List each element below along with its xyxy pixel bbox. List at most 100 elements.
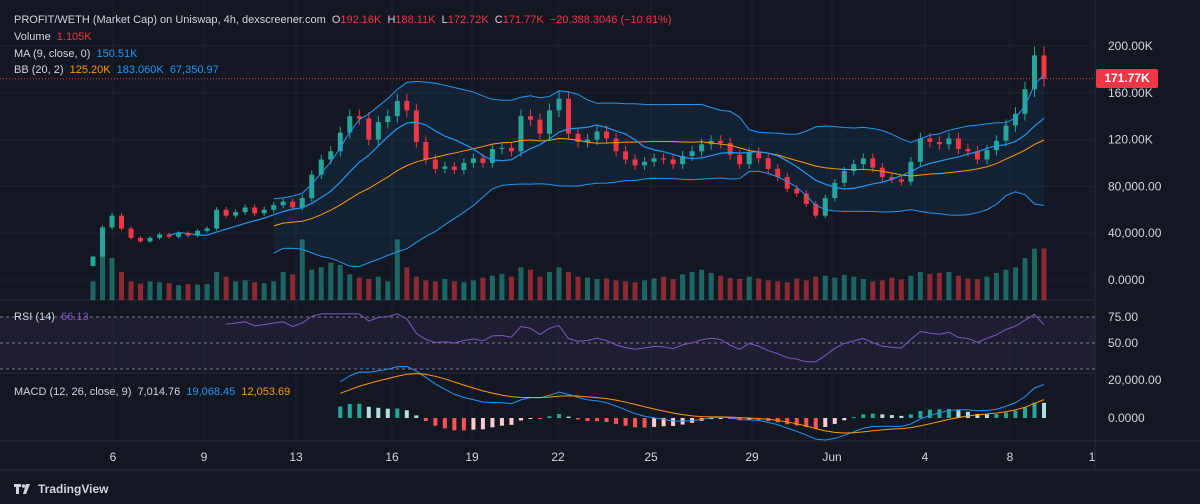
legend-l-label: L (441, 14, 448, 26)
volume-bar (889, 277, 895, 300)
candle-body (185, 233, 191, 236)
macd-histogram-bar (785, 418, 790, 425)
candle-body (575, 133, 581, 142)
macd-histogram-bar (357, 403, 362, 418)
candle-body (841, 171, 847, 183)
candle-body (461, 163, 467, 171)
macd-histogram-bar (566, 416, 571, 418)
volume-bar (784, 282, 790, 300)
macd-tick-label: 0.0000 (1108, 411, 1145, 425)
ma-label: MA (9, close, 0) (14, 48, 91, 60)
volume-bar (423, 280, 429, 300)
volume-bar (451, 281, 457, 300)
legend-rsi[interactable]: RSI (14) 66.13 (14, 310, 92, 324)
candle-body (451, 166, 457, 171)
volume-bar (271, 281, 277, 300)
macd-histogram-bar (946, 408, 951, 418)
candle-body (594, 131, 600, 140)
tradingview-footer[interactable]: TradingView (14, 482, 108, 496)
bb-upper-value: 183.060K (116, 64, 164, 76)
macd-histogram-bar (870, 413, 875, 418)
macd-histogram-bar (338, 406, 343, 418)
volume-bar (566, 272, 571, 300)
macd-histogram-bar (794, 418, 799, 426)
volume-bar (984, 276, 990, 300)
macd-histogram-bar (480, 418, 485, 430)
volume-value: 1.105K (56, 31, 92, 43)
macd-histogram-bar (994, 414, 999, 418)
macd-signal-line (340, 373, 1045, 434)
volume-bar (756, 278, 762, 300)
macd-histogram-bar (1003, 412, 1008, 418)
price-tick-label: 200.00K (1108, 39, 1153, 53)
candle-body (604, 131, 610, 139)
volume-bar (775, 281, 781, 300)
volume-bar (119, 272, 125, 300)
macd-histogram-bar (813, 418, 818, 429)
macd-histogram-bar (861, 414, 866, 418)
candle-body (775, 168, 781, 178)
volume-bar (309, 269, 315, 300)
macd-histogram-bar (585, 418, 590, 421)
volume-bar (955, 275, 961, 300)
legend-close: 171.77K (502, 14, 544, 26)
candle-body (280, 201, 286, 206)
candle-body (718, 140, 724, 144)
candle-body (822, 198, 828, 216)
candle-body (689, 151, 695, 156)
macd-histogram-bar (433, 418, 438, 426)
legend-bb[interactable]: BB (20, 2) 125.20K 183.060K 67,350.97 (14, 63, 222, 77)
price-tick-label: 0.0000 (1108, 273, 1145, 287)
macd-histogram-bar (461, 418, 466, 431)
macd-histogram-bar (509, 418, 514, 425)
volume-bar (223, 276, 229, 300)
candle-body (413, 110, 419, 142)
time-tick-label: 29 (745, 450, 759, 464)
macd-histogram-bar (652, 418, 657, 427)
macd-histogram-bar (1042, 402, 1046, 418)
macd-histogram-bar (671, 418, 676, 426)
time-tick-label: 6 (110, 450, 117, 464)
macd-histogram-bar (547, 416, 552, 418)
volume-bar (813, 276, 819, 300)
volume-bars (90, 230, 1047, 300)
candle-body (917, 138, 923, 162)
macd-histogram-bar (1032, 402, 1037, 418)
indicator-lines (0, 74, 1095, 267)
volume-bar (927, 273, 933, 300)
volume-bar (908, 275, 914, 300)
volume-bar (604, 278, 610, 300)
macd-label: MACD (12, 26, close, 9) (14, 386, 132, 398)
macd-histogram-bar (528, 418, 533, 419)
bollinger-band-fill (273, 74, 1044, 267)
time-tick-label: 22 (551, 450, 565, 464)
volume-bar (974, 279, 980, 300)
volume-bar (404, 267, 410, 300)
candle-body (147, 237, 153, 242)
volume-bar (537, 276, 543, 300)
macd-histogram-bar (1013, 410, 1018, 418)
legend-title: PROFIT/WETH (Market Cap) on Uniswap, 4h,… (14, 14, 326, 26)
macd-histogram-bar (595, 418, 600, 422)
legend-ma[interactable]: MA (9, close, 0) 150.51K (14, 47, 140, 61)
macd-histogram-bar (965, 411, 970, 418)
candle-body (527, 116, 533, 120)
macd-histogram-bar (395, 408, 400, 418)
volume-bar (898, 279, 904, 300)
volume-bar (936, 272, 942, 300)
volume-bar (851, 276, 857, 300)
legend-macd[interactable]: MACD (12, 26, close, 9) 7,014.76 19,068.… (14, 385, 293, 399)
volume-bar (252, 282, 258, 300)
legend-volume[interactable]: Volume 1.105K (14, 30, 95, 44)
volume-bar (375, 276, 381, 300)
candle-body (851, 164, 857, 172)
volume-bar (661, 276, 667, 300)
macd-line (339, 366, 1045, 441)
macd-tick-label: 20,000.00 (1108, 373, 1162, 387)
volume-bar (328, 262, 334, 300)
macd-histogram-bar (347, 404, 352, 418)
macd-histogram-bar (823, 418, 828, 428)
candle-body (860, 158, 866, 165)
